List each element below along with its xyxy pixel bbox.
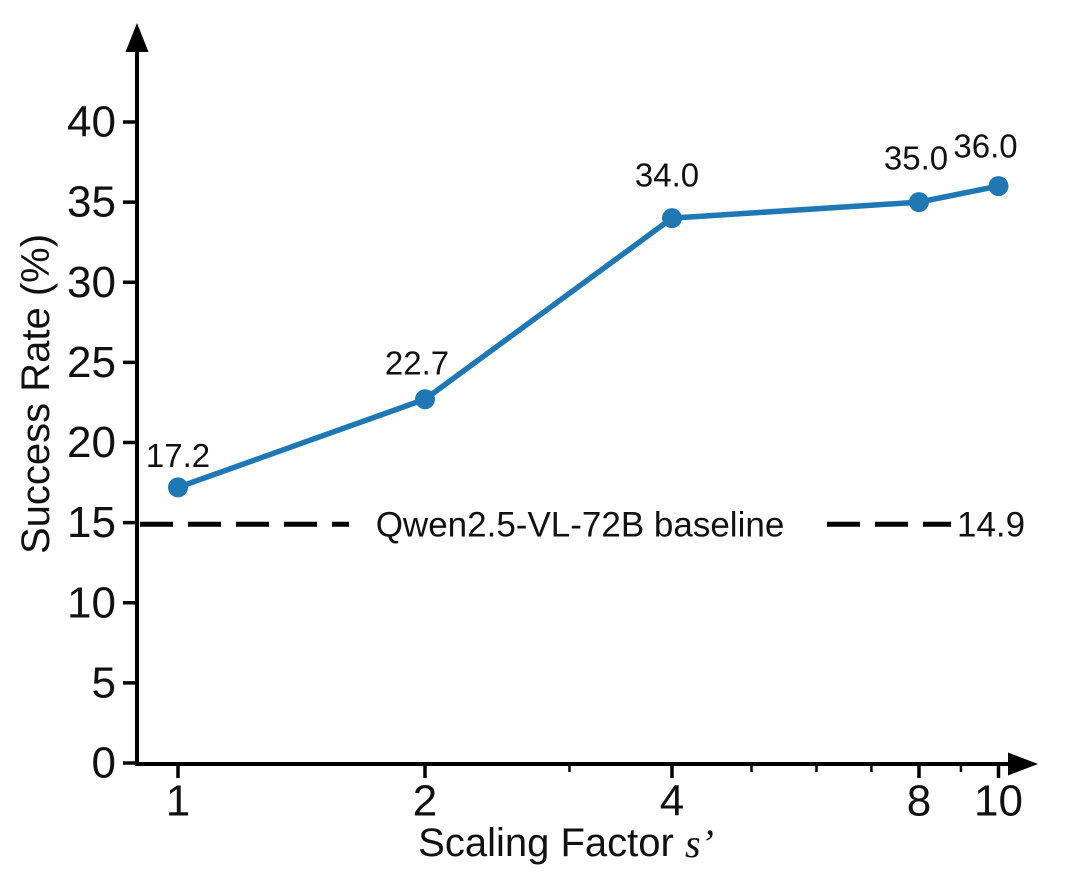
y-tick-label: 0 [92, 739, 116, 788]
x-tick-label: 8 [907, 777, 931, 826]
series-group: 17.2 22.7 34.0 35.0 36.0 [146, 128, 1018, 498]
y-tick-label: 10 [67, 578, 116, 627]
data-point [988, 176, 1009, 197]
data-point [908, 192, 929, 213]
point-label: 36.0 [953, 128, 1017, 165]
x-tick-label: 1 [166, 777, 190, 826]
y-tick-label: 20 [67, 418, 116, 467]
point-label: 35.0 [884, 140, 948, 177]
data-point [414, 389, 435, 410]
point-label: 22.7 [385, 345, 449, 382]
x-axis-label-prime: ’ [701, 821, 714, 866]
x-tick-label: 4 [660, 777, 684, 826]
baseline-value-label: 14.9 [957, 506, 1025, 545]
y-tick-label: 25 [67, 338, 116, 387]
y-tick-label: 35 [67, 178, 116, 227]
baseline-label: Qwen2.5-VL-72B baseline [376, 506, 785, 545]
x-axis-arrow-icon [1008, 752, 1038, 776]
x-axis-label-text: Scaling Factor [418, 821, 685, 865]
x-axis-label: Scaling Factor s’ [418, 821, 714, 866]
data-point [661, 208, 682, 229]
x-axis-label-math-variable: s [685, 821, 701, 866]
data-point [168, 477, 188, 498]
x-tick-label: 10 [974, 777, 1023, 826]
y-axis-arrow-icon [125, 23, 149, 52]
point-label: 17.2 [146, 437, 210, 474]
x-tick-label: 2 [413, 777, 437, 826]
y-tick-label: 15 [67, 498, 116, 547]
point-label: 34.0 [635, 157, 699, 194]
axes: 0 5 10 15 20 25 30 35 40 1 2 4 8 10 [67, 23, 1038, 826]
y-tick-label: 40 [67, 98, 116, 147]
data-line [175, 183, 1002, 491]
y-tick-label: 5 [92, 658, 116, 707]
y-axis-label: Success Rate (%) [14, 234, 58, 554]
y-tick-label: 30 [67, 258, 116, 307]
